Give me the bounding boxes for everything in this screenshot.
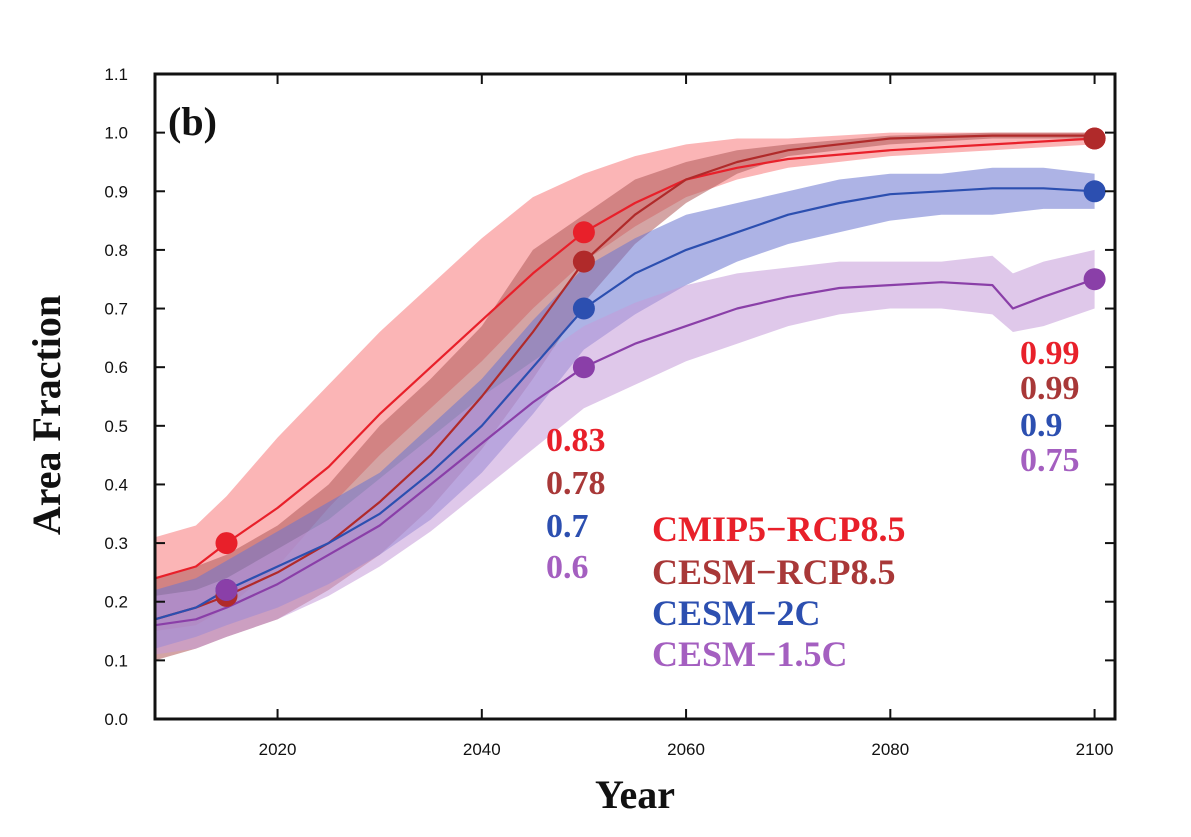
- x-tick-label-2060: 2060: [667, 740, 705, 759]
- y-tick-label-9: 0.9: [104, 182, 128, 201]
- annotation-2100-cesm-2c: 0.9: [1020, 407, 1063, 444]
- y-tick-label-3: 0.3: [104, 534, 128, 553]
- marker-cmip5-rcp8-5-2050: [572, 221, 595, 244]
- y-tick-label-8: 0.8: [104, 241, 128, 260]
- marker-cesm-1-5c-2015: [215, 579, 238, 601]
- line-cesm-2c: [154, 187, 1095, 621]
- annotation-2100-cmip5-rcp85: 0.99: [1020, 335, 1080, 372]
- line-cmip5-rcp8-5: [154, 137, 1095, 580]
- annotation-2050-cmip5-rcp85: 0.83: [546, 422, 606, 459]
- x-tick-label-2100: 2100: [1076, 740, 1114, 759]
- y-tick-label-4: 0.4: [104, 475, 128, 494]
- series-lines: [154, 134, 1095, 627]
- marker-cesm-2c-2050: [572, 297, 595, 320]
- y-tick-label-5: 0.5: [104, 417, 128, 436]
- marker-cesm-2c-2100: [1083, 180, 1106, 203]
- annotations-2100: 0.99 0.99 0.9 0.75: [1020, 335, 1080, 479]
- annotation-2050-cesm-rcp85: 0.78: [546, 465, 606, 502]
- marker-cesm-1-5c-2050: [572, 356, 595, 379]
- plot-frame: [153, 72, 1117, 721]
- legend-item-cmip5-rcp85: CMIP5−RCP8.5: [652, 509, 905, 549]
- y-tick-label-1: 0.1: [104, 651, 128, 670]
- marker-cmip5-rcp8-5-2015: [215, 532, 238, 555]
- legend: CMIP5−RCP8.5 CESM−RCP8.5 CESM−2C CESM−1.…: [652, 509, 905, 674]
- marker-cesm-rcp8-5-2100: [1083, 127, 1106, 150]
- panel-label: (b): [168, 99, 217, 144]
- annotations-2050: 0.83 0.78 0.7 0.6: [546, 422, 606, 586]
- y-tick-label-2: 0.2: [104, 593, 128, 612]
- y-tick-label-11: 1.1: [104, 65, 128, 84]
- x-tick-label-2080: 2080: [871, 740, 909, 759]
- legend-item-cesm-2c: CESM−2C: [652, 593, 821, 633]
- legend-item-cesm-15c: CESM−1.5C: [652, 634, 848, 674]
- legend-item-cesm-rcp85: CESM−RCP8.5: [652, 552, 896, 592]
- marker-cesm-1-5c-2100: [1083, 268, 1106, 291]
- x-tick-label-2040: 2040: [463, 740, 501, 759]
- y-tick-label-10: 1.0: [104, 124, 128, 143]
- x-axis-title: Year: [595, 772, 675, 817]
- marker-cesm-rcp8-5-2050: [572, 250, 595, 273]
- annotation-2100-cesm-rcp85: 0.99: [1020, 370, 1080, 407]
- y-tick-label-0: 0.0: [104, 710, 128, 729]
- x-tick-label-2020: 2020: [259, 740, 297, 759]
- uncertainty-bands: [155, 132, 1095, 661]
- line-cesm-rcp8-5: [154, 134, 1095, 621]
- band-cesm-1-5c: [155, 249, 1095, 655]
- series-markers: [215, 127, 1106, 607]
- line-cesm-1-5c: [154, 278, 1095, 627]
- y-tick-label-7: 0.7: [104, 300, 128, 319]
- annotation-2100-cesm-15c: 0.75: [1020, 442, 1080, 479]
- y-tick-label-6: 0.6: [104, 358, 128, 377]
- annotation-2050-cesm-2c: 0.7: [546, 508, 589, 545]
- axes: 2020 2040 2060 2080 2100 0.0 0.1 0.2 0.3 0.4 0.5 0.…: [104, 65, 1115, 759]
- y-axis-title: Area Fraction: [24, 295, 69, 535]
- annotation-2050-cesm-15c: 0.6: [546, 549, 589, 586]
